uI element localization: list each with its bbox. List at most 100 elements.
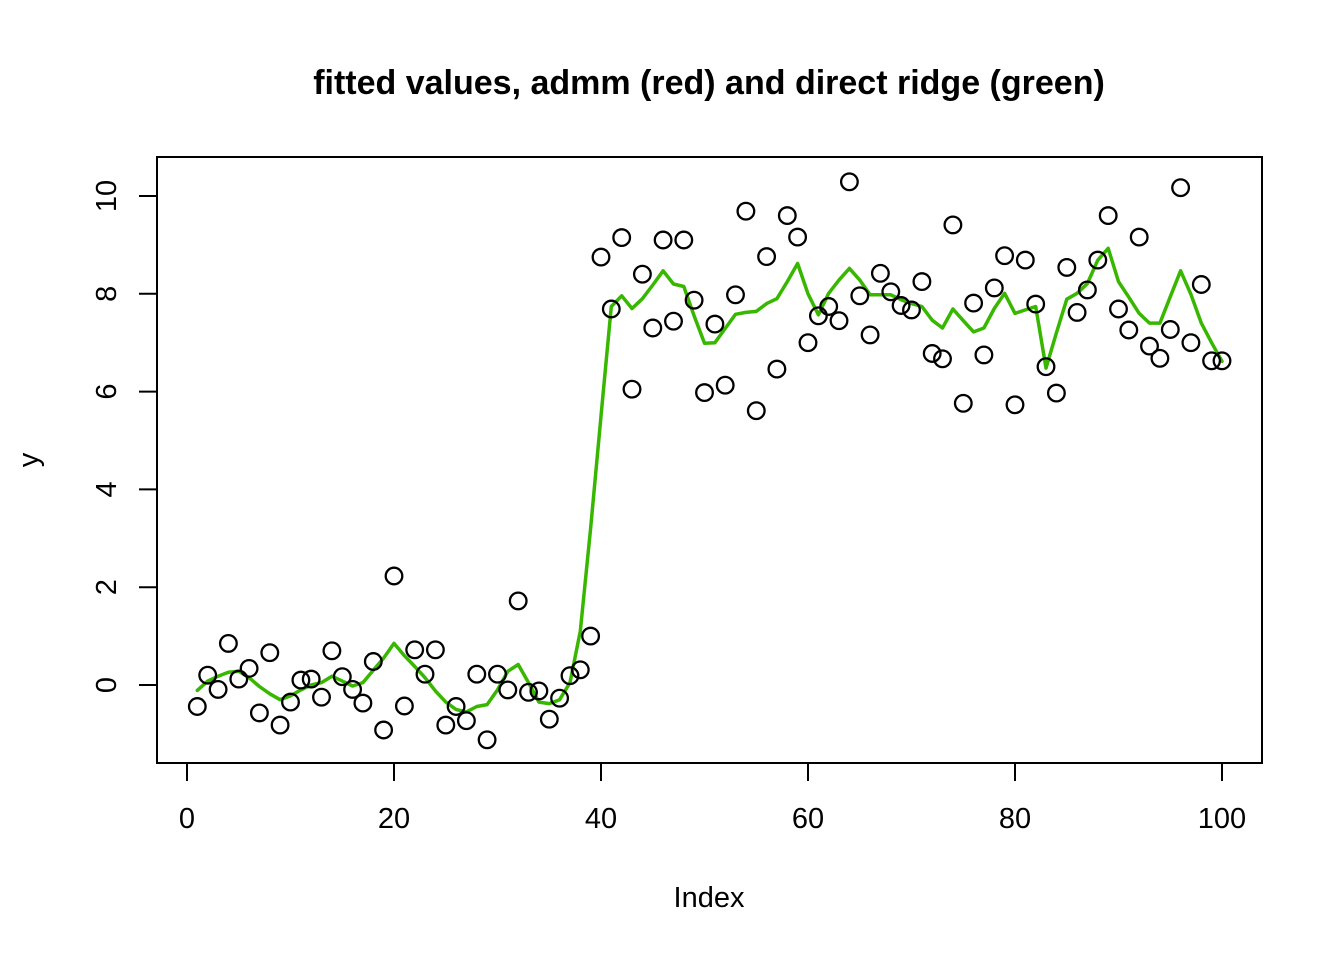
data-point <box>1098 206 1118 226</box>
data-point <box>591 247 611 267</box>
data-point <box>767 359 787 379</box>
data-point <box>891 296 911 315</box>
data-point <box>1171 178 1191 198</box>
data-point <box>612 228 632 248</box>
x-tick-label: 40 <box>585 803 617 835</box>
data-point <box>436 715 456 735</box>
data-point <box>808 306 828 326</box>
data-point <box>819 297 839 316</box>
y-tick-label: 0 <box>91 677 123 693</box>
data-point <box>1088 250 1108 270</box>
data-point <box>622 379 642 399</box>
data-point <box>798 333 818 353</box>
data-point <box>570 660 590 680</box>
data-point <box>1140 336 1159 356</box>
data-point <box>519 682 538 702</box>
data-point <box>394 696 414 716</box>
data-point <box>912 272 932 292</box>
data-point <box>1077 280 1097 300</box>
data-point <box>1191 275 1211 294</box>
data-point <box>715 375 735 395</box>
x-axis-label: Index <box>674 882 745 914</box>
y-axis-ticks: 0 2 4 6 8 10 <box>91 180 157 693</box>
data-point <box>726 285 745 305</box>
data-point <box>953 393 973 413</box>
data-point <box>664 311 683 331</box>
data-point <box>1046 383 1066 403</box>
data-point <box>301 669 321 689</box>
data-point <box>643 318 663 338</box>
data-point <box>1202 351 1222 371</box>
data-point <box>1160 320 1180 339</box>
data-point <box>850 286 870 306</box>
data-point <box>498 680 518 700</box>
data-point <box>1067 302 1087 322</box>
data-point <box>1212 351 1232 371</box>
data-point <box>529 681 549 701</box>
x-tick-label: 60 <box>792 803 824 835</box>
data-point <box>405 640 425 660</box>
data-point <box>488 664 507 684</box>
data-point <box>374 720 394 740</box>
data-point <box>705 314 725 334</box>
data-point <box>384 566 404 586</box>
x-tick-label: 100 <box>1198 803 1246 835</box>
data-point <box>456 711 476 731</box>
data-point <box>736 201 756 221</box>
y-tick-label: 6 <box>91 384 123 400</box>
data-point <box>653 230 673 250</box>
ridge-fit-line <box>195 246 1224 714</box>
data-point <box>995 246 1015 266</box>
data-point <box>508 591 528 611</box>
y-tick-label: 10 <box>91 180 123 212</box>
data-point <box>198 665 218 685</box>
data-point <box>1129 227 1149 247</box>
data-point <box>695 383 714 403</box>
data-point <box>674 230 694 250</box>
data-point <box>1119 320 1139 340</box>
data-point <box>415 664 435 684</box>
data-point <box>964 293 984 313</box>
data-point <box>922 344 942 363</box>
data-point <box>322 641 342 661</box>
data-point <box>632 264 652 284</box>
data-point <box>1150 348 1170 368</box>
x-tick-label: 80 <box>999 803 1031 835</box>
data-point <box>974 345 994 365</box>
data-point <box>363 652 383 671</box>
data-point <box>601 299 621 319</box>
data-point <box>281 692 300 712</box>
data-point <box>746 401 766 421</box>
data-point <box>425 640 445 660</box>
data-point <box>270 715 290 735</box>
data-point <box>1181 333 1201 353</box>
data-point <box>1109 299 1128 319</box>
data-point <box>550 688 570 708</box>
data-point <box>788 227 808 247</box>
data-point <box>477 730 497 750</box>
data-point <box>860 325 880 345</box>
data-point <box>291 670 311 690</box>
data-point <box>560 666 580 686</box>
data-point <box>260 643 280 663</box>
y-tick-label: 2 <box>91 579 123 595</box>
data-point <box>187 697 207 716</box>
data-point <box>777 206 797 226</box>
data-point <box>839 172 859 192</box>
data-point <box>984 278 1004 298</box>
data-point <box>332 667 352 687</box>
data-point <box>353 693 373 713</box>
y-tick-label: 4 <box>91 481 123 497</box>
x-tick-label: 0 <box>179 803 195 835</box>
data-points <box>187 172 1232 750</box>
plot-border <box>156 156 1263 764</box>
x-axis-ticks: 0 20 40 60 80 100 <box>179 763 1246 835</box>
data-point <box>943 215 963 235</box>
x-tick-label: 20 <box>378 803 410 835</box>
data-point <box>208 679 228 699</box>
data-point <box>902 300 921 320</box>
data-point <box>870 263 890 283</box>
data-point <box>1026 294 1046 314</box>
